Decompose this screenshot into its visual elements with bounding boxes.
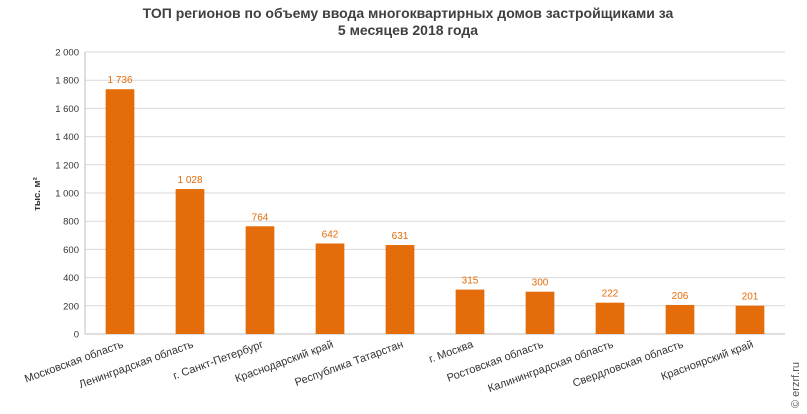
bar (525, 291, 555, 334)
data-label: 222 (602, 289, 619, 300)
y-tick-label: 600 (63, 245, 79, 256)
data-label: 201 (742, 292, 759, 303)
y-tick-label: 200 (63, 301, 79, 312)
bar (105, 89, 135, 334)
bar (665, 304, 695, 334)
y-tick-label: 1 200 (55, 160, 79, 171)
data-label: 764 (252, 212, 269, 223)
bars (105, 89, 765, 334)
y-tick-label: 1 800 (55, 76, 79, 87)
y-tick-label: 0 (74, 330, 79, 341)
y-tick-label: 1 400 (55, 132, 79, 143)
y-tick-label: 1 000 (55, 189, 79, 200)
y-tick-label: 1 600 (55, 104, 79, 115)
category-label: г. Москва (427, 338, 475, 365)
data-label: 1 028 (177, 175, 202, 186)
data-label: 1 736 (107, 75, 132, 86)
y-tick-label: 2 000 (55, 48, 79, 59)
bar (735, 305, 765, 334)
y-tick-label: 800 (63, 217, 79, 228)
data-labels: 1 736 1 028 764 642 631 315 300 222 206 201 (107, 75, 758, 302)
category-label: Калининградская область (486, 338, 615, 395)
data-label: 206 (672, 291, 689, 302)
y-tick-label: 400 (63, 273, 79, 284)
bar (315, 243, 345, 334)
data-label: 631 (392, 231, 409, 242)
data-label: 300 (532, 278, 549, 289)
bar (385, 245, 415, 334)
y-axis-title: тыс. м² (32, 177, 43, 211)
data-label: 315 (462, 276, 479, 287)
bar (595, 302, 625, 334)
data-label: 642 (322, 229, 339, 240)
bar (245, 226, 275, 334)
watermark: © erzrf.ru (790, 362, 802, 408)
chart-title-line-2: 5 месяцев 2018 года (338, 22, 478, 38)
category-label: Ленинградская область (77, 338, 195, 391)
chart-title-line-1: ТОП регионов по объему ввода многокварти… (143, 5, 674, 21)
bar (175, 189, 205, 334)
bar (455, 289, 485, 334)
